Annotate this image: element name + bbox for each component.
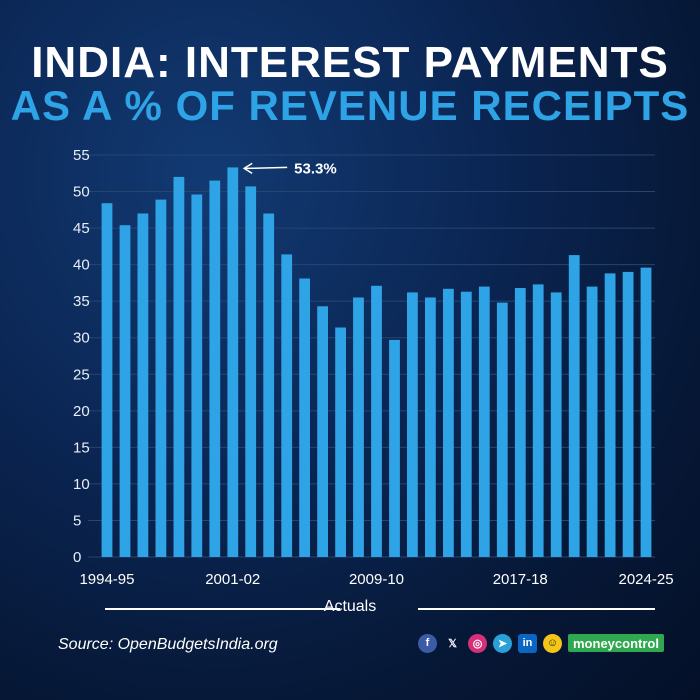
bar-2010-11	[389, 339, 400, 557]
bar-1998-99	[173, 176, 185, 557]
page-subtitle: AS A % OF REVENUE RECEIPTS	[10, 82, 690, 129]
divider-right	[418, 608, 655, 610]
bar-2016-17	[496, 302, 508, 557]
telegram-icon[interactable]: ➤	[493, 633, 512, 653]
bar-2018-19	[532, 284, 544, 557]
x-tick-label: 2001-02	[205, 571, 260, 588]
facebook-icon[interactable]: f	[418, 633, 437, 653]
x-axis-label: Actuals	[323, 598, 377, 615]
bar-1994-95	[101, 203, 113, 557]
bar-2006-07	[317, 306, 328, 557]
x-axis-title: Actuals	[0, 598, 700, 618]
bar-1997-98	[155, 199, 167, 557]
bar-2021-22	[586, 286, 598, 557]
divider-left	[105, 608, 340, 610]
bar-chart: 0 5 10 15 20 25 30 35 40 45 50 55 1994-95 2001-02 2009…	[73, 147, 673, 588]
annotation-arrow-head	[242, 162, 253, 175]
brand-logo: moneycontrol	[568, 634, 664, 652]
bar-2013-14	[443, 288, 454, 557]
snapchat-icon[interactable]: ☺	[543, 633, 562, 653]
bar-2020-21	[568, 255, 580, 557]
bar-1995-96	[119, 225, 131, 557]
y-tick-label: 25	[73, 366, 90, 383]
bar-2001-02	[227, 167, 239, 557]
y-tick-label: 40	[73, 257, 90, 274]
y-tick-label: 50	[73, 184, 90, 201]
annotation-label: 53.3%	[294, 160, 337, 177]
instagram-icon[interactable]: ◎	[468, 633, 487, 653]
x-tick-label: 1994-95	[79, 571, 134, 588]
y-tick-label: 10	[73, 476, 90, 493]
bar-2023-24	[622, 271, 634, 557]
bar-2022-23	[604, 273, 616, 557]
bar-2007-08	[335, 327, 346, 557]
bar-2011-12	[407, 292, 418, 557]
bar-2002-03	[245, 186, 257, 557]
bar-2008-09	[353, 297, 364, 557]
linkedin-icon[interactable]: in	[518, 633, 537, 653]
y-tick-label: 0	[73, 549, 81, 566]
x-tick-label: 2017-18	[493, 571, 548, 588]
bar-2000-01	[209, 180, 221, 557]
x-icon[interactable]: 𝕏	[448, 637, 457, 650]
bar-2019-20	[550, 292, 562, 557]
bar-2012-13	[425, 297, 436, 557]
y-tick-label: 5	[73, 512, 81, 529]
bar-2005-06	[299, 278, 310, 557]
source-note: Source: OpenBudgetsIndia.org	[58, 636, 278, 653]
bar-2004-05	[281, 254, 293, 557]
bar-1996-97	[137, 213, 149, 557]
bar-2024-25	[640, 267, 652, 557]
bar-2014-15	[460, 291, 472, 557]
y-tick-label: 35	[73, 293, 90, 310]
annotation-arrow-line	[245, 166, 288, 170]
y-tick-label: 15	[73, 439, 90, 456]
bar-2009-10	[371, 285, 382, 557]
social-links: f 𝕏 ◎ ➤ in ☺ moneycontrol	[418, 632, 664, 654]
x-tick-label: 2024-25	[618, 571, 673, 588]
y-tick-label: 20	[73, 403, 90, 420]
page-title: INDIA: INTEREST PAYMENTS	[31, 38, 669, 87]
bar-2003-04	[263, 213, 275, 557]
y-tick-label: 30	[73, 330, 90, 347]
x-tick-label: 2009-10	[349, 571, 404, 588]
bar-2017-18	[514, 288, 526, 557]
bar-2015-16	[478, 286, 490, 557]
y-tick-label: 55	[73, 147, 90, 164]
bar-1999-00	[191, 194, 203, 557]
y-tick-label: 45	[73, 220, 90, 237]
